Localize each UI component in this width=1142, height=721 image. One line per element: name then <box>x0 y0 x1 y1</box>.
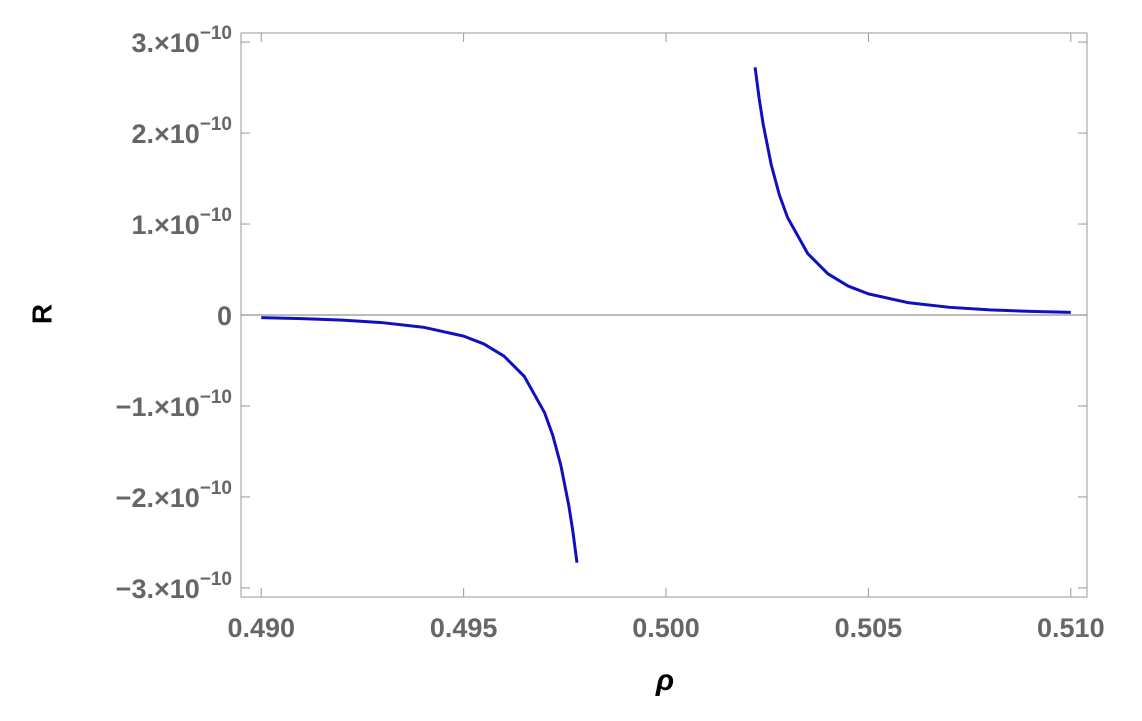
y-tick-label-base: 1.×10 <box>131 210 199 240</box>
y-tick-label-base: −2.×10 <box>116 483 200 513</box>
y-tick-label-base: −3.×10 <box>116 574 200 604</box>
y-tick-label-exponent: −10 <box>200 569 232 590</box>
y-tick-label-exponent: −10 <box>200 387 232 408</box>
y-tick-label-exponent: −10 <box>200 478 232 499</box>
y-tick-label-exponent: −10 <box>200 114 232 135</box>
y-tick-label-base: 3.×10 <box>131 28 199 58</box>
y-tick-label-exponent: −10 <box>200 23 232 44</box>
x-tick-label: 0.490 <box>227 613 295 643</box>
y-tick-label-base: 2.×10 <box>131 119 199 149</box>
y-tick-label: 0 <box>217 301 232 331</box>
x-tick-label: 0.495 <box>430 613 498 643</box>
y-tick-label: −2.×10−10 <box>116 478 232 513</box>
y-tick-label: −1.×10−10 <box>116 387 232 422</box>
y-tick-label-exponent: −10 <box>200 205 232 226</box>
x-tick-label: 0.500 <box>632 613 700 643</box>
y-tick-label: 1.×10−10 <box>131 205 232 240</box>
x-tick-label: 0.510 <box>1037 613 1105 643</box>
y-tick-label-base: −1.×10 <box>116 392 200 422</box>
data-line <box>753 67 1071 314</box>
y-axis-label: R <box>26 304 57 324</box>
y-tick-label: 3.×10−10 <box>131 23 232 58</box>
y-tick-label: 2.×10−10 <box>131 114 232 149</box>
x-tick-label: 0.505 <box>835 613 903 643</box>
y-tick-label: −3.×10−10 <box>116 569 232 604</box>
x-axis-label: ρ <box>655 664 674 697</box>
data-line <box>261 316 579 563</box>
